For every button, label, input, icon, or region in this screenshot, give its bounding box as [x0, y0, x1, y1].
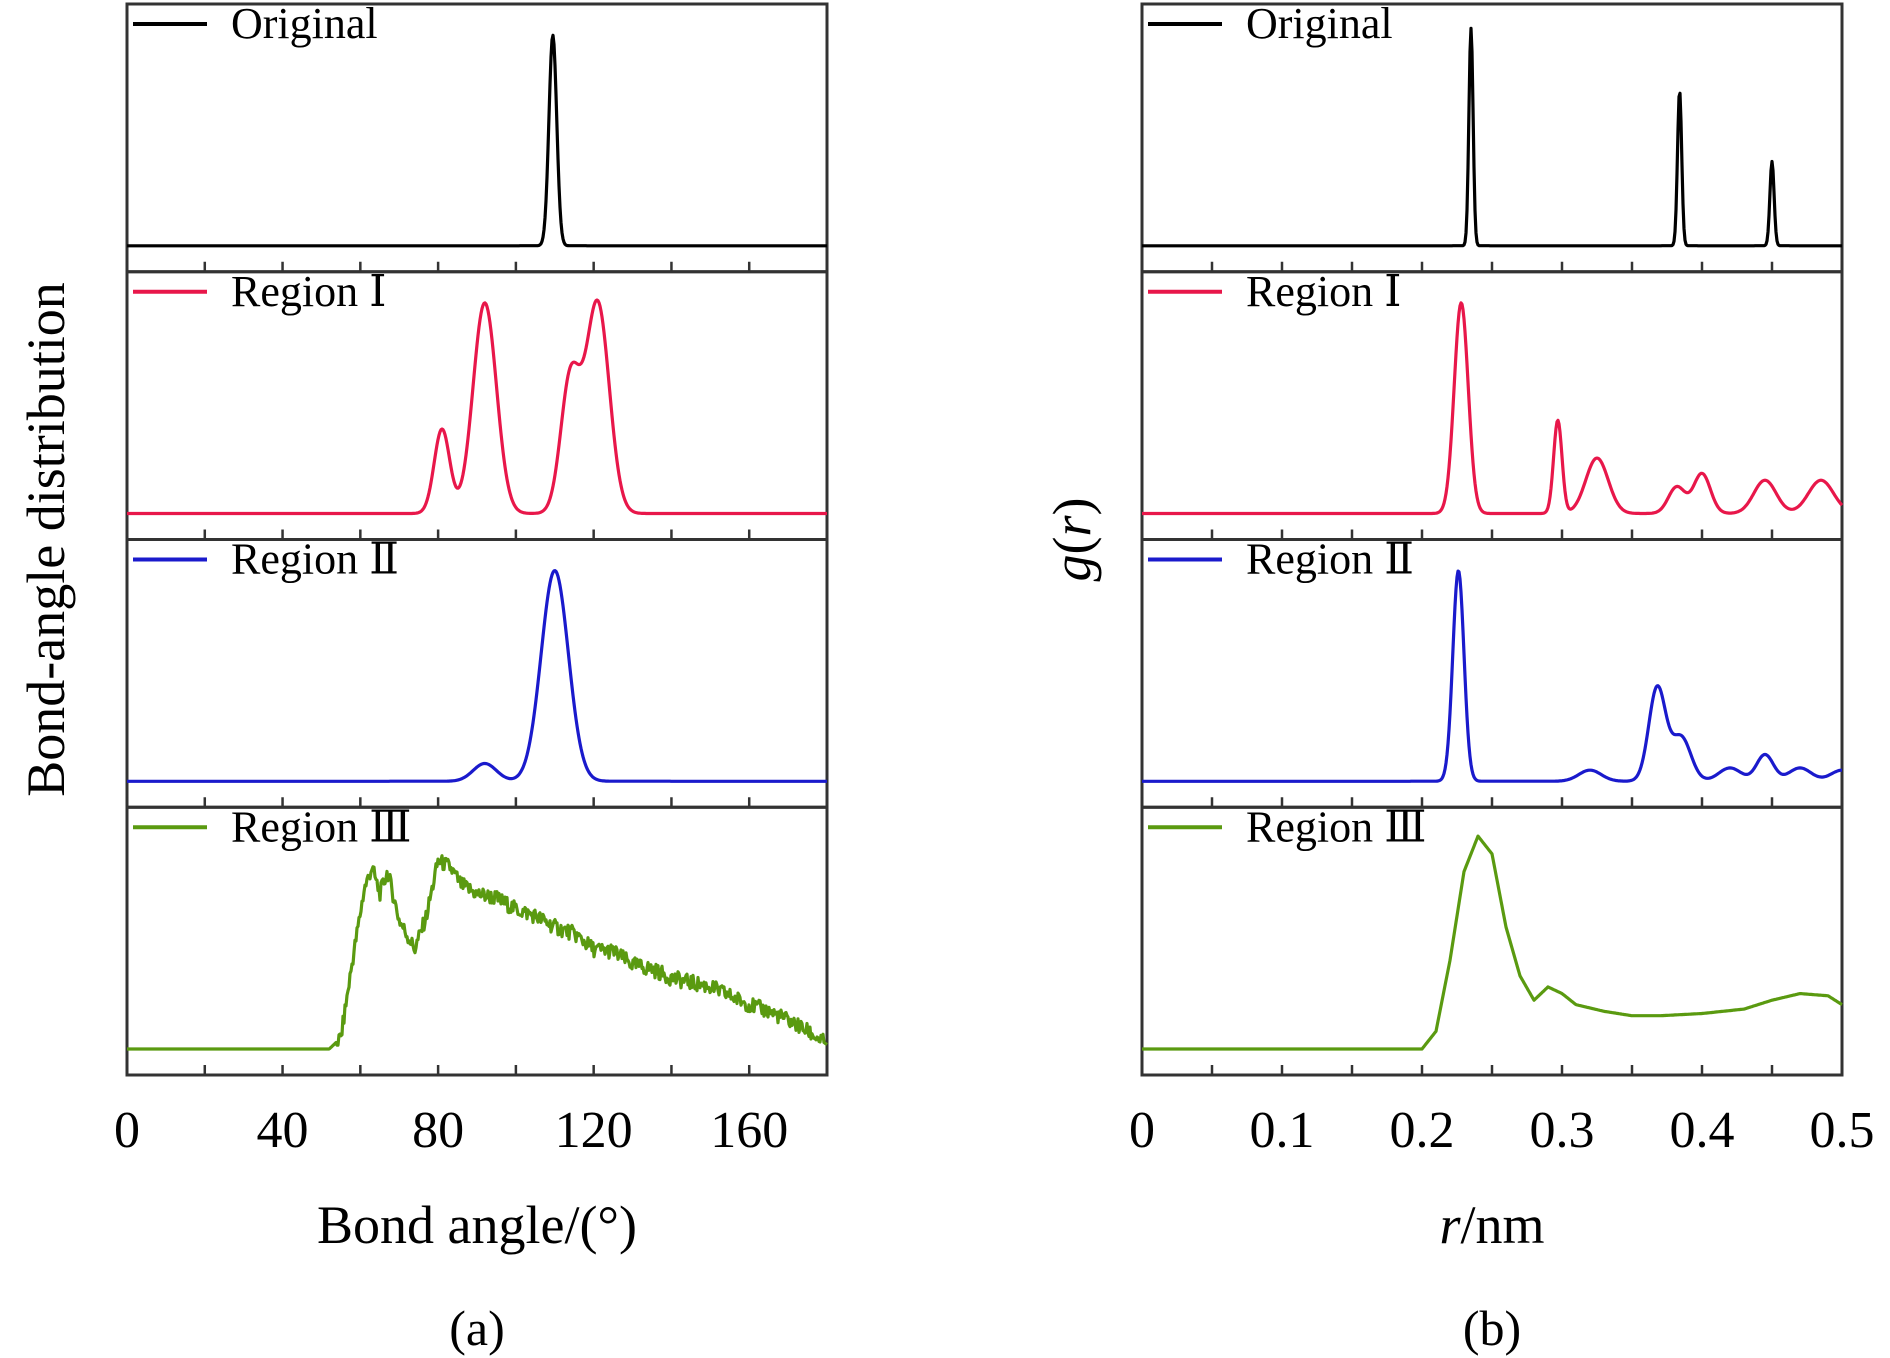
legend-label-region-ii: Region Ⅱ — [231, 535, 399, 584]
series-line-region-i — [126, 298, 828, 516]
x-axis-title-variable: r — [1439, 1195, 1461, 1255]
x-tick-label: 120 — [555, 1102, 633, 1159]
legend-label-region-ii: Region Ⅱ — [1246, 535, 1414, 584]
chart-bond-angle-distribution: Original Region Ⅰ Region Ⅱ Region Ⅲ 0 40 80 120… — [16, 0, 829, 1356]
panel-label: (a) — [449, 1300, 505, 1356]
legend-label-region-iii: Region Ⅲ — [1246, 802, 1427, 851]
x-axis-title: Bond angle/(°) — [317, 1195, 637, 1255]
y-axis-title-paren-close: ) — [1042, 498, 1102, 516]
series-line-region-i — [1141, 301, 1844, 516]
series-line-region-ii — [1141, 569, 1843, 783]
legend-label-region-iii: Region Ⅲ — [231, 802, 412, 851]
x-tick-label: 40 — [257, 1102, 309, 1159]
panel-label: (b) — [1463, 1300, 1521, 1356]
subplot-region-iii: Region Ⅲ — [125, 802, 829, 1077]
series-line-region-ii — [126, 569, 828, 783]
x-axis-title: r/nm — [1439, 1195, 1544, 1255]
x-tick-label: 0.4 — [1670, 1102, 1735, 1159]
x-tick-label: 0.3 — [1530, 1102, 1595, 1159]
legend-label-original: Original — [231, 0, 378, 48]
subplot-region-i: Region Ⅰ — [1140, 267, 1844, 541]
x-tick-label: 0.1 — [1250, 1102, 1315, 1159]
legend-label-region-i: Region Ⅰ — [1246, 267, 1401, 316]
x-tick-label: 0.5 — [1810, 1102, 1875, 1159]
x-tick-label: 0 — [114, 1102, 140, 1159]
series-line-original — [126, 33, 828, 248]
y-axis-title-g: g — [1042, 554, 1102, 581]
subplot-region-iii: Region Ⅲ — [1140, 802, 1844, 1077]
x-tick-label: 0.2 — [1390, 1102, 1455, 1159]
x-tick-label: 80 — [412, 1102, 464, 1159]
x-tick-label: 0 — [1129, 1102, 1155, 1159]
series-line-region-iii — [1141, 834, 1843, 1051]
chart-radial-distribution: Original Region Ⅰ Region Ⅱ Region Ⅲ 0 0.1 0.2 0… — [1042, 0, 1875, 1356]
subplot-frame — [125, 805, 829, 1077]
subplot-region-i: Region Ⅰ — [125, 267, 829, 541]
series-line-original — [1141, 26, 1843, 248]
legend-label-original: Original — [1246, 0, 1393, 48]
y-axis-title-r: r — [1042, 515, 1102, 537]
y-axis-title-paren: ( — [1042, 537, 1102, 555]
series-line-region-iii — [126, 854, 828, 1051]
x-axis-title-unit: /nm — [1461, 1195, 1545, 1255]
subplot-original: Original — [1140, 0, 1844, 274]
y-axis-title: Bond-angle distribution — [16, 282, 76, 796]
legend-label-region-i: Region Ⅰ — [231, 267, 386, 316]
y-axis-title: g(r) — [1042, 498, 1102, 582]
x-tick-label: 160 — [710, 1102, 788, 1159]
